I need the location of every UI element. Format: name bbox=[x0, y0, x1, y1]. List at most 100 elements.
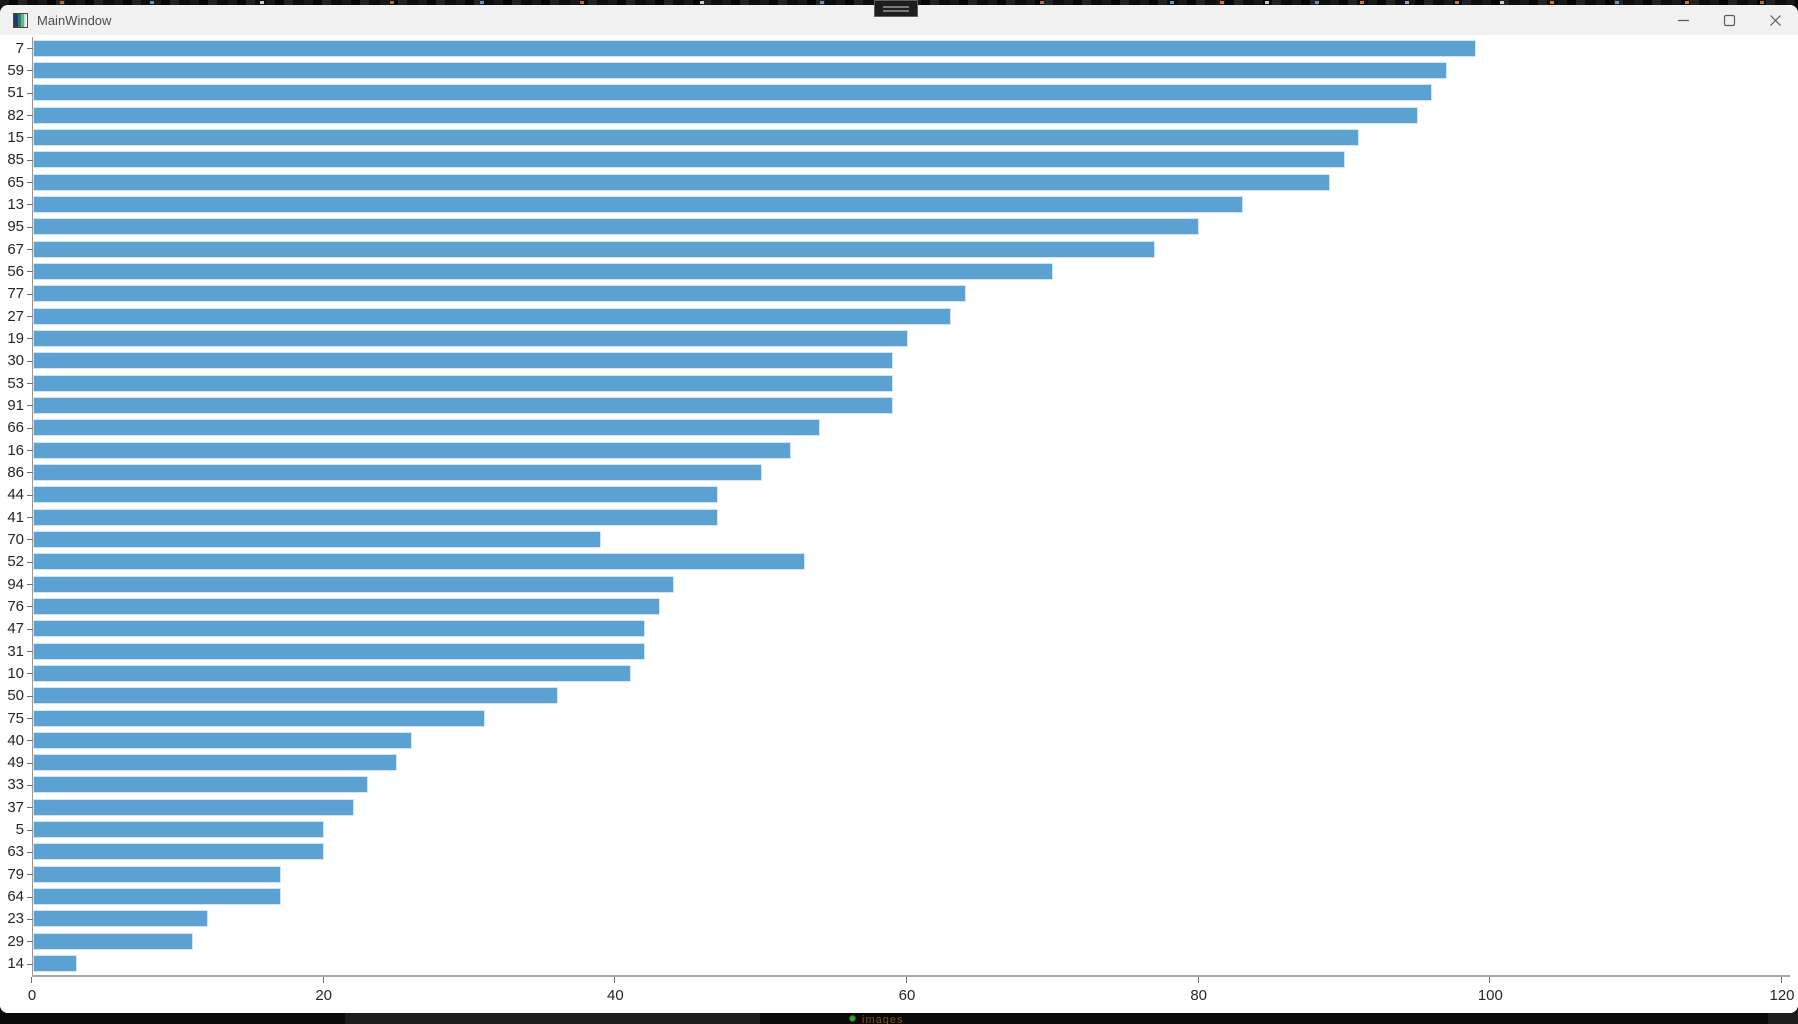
y-tick-mark bbox=[27, 851, 33, 853]
bar bbox=[33, 597, 660, 615]
y-tick-mark bbox=[27, 70, 33, 72]
y-tick-mark bbox=[27, 918, 33, 920]
y-tick-label: 27 bbox=[7, 307, 24, 325]
y-tick-label: 82 bbox=[7, 106, 24, 124]
main-window: MainWindow 7 59 51 82 15 85 65 13 95 67 56 77 27 19 3 bbox=[0, 5, 1798, 1013]
x-tick-mark bbox=[322, 977, 324, 983]
y-tick-label: 14 bbox=[7, 955, 24, 973]
bar-row: 33 bbox=[7, 774, 1782, 796]
bar bbox=[33, 240, 1156, 258]
bar bbox=[33, 843, 325, 861]
bar-row: 10 bbox=[7, 662, 1782, 684]
x-axis-ticks: 0 20 40 60 80 100 120 bbox=[28, 977, 1795, 1007]
bar bbox=[33, 262, 1054, 280]
bar bbox=[33, 419, 821, 437]
x-tick-label: 60 bbox=[898, 987, 916, 1004]
y-tick-label: 59 bbox=[7, 61, 24, 79]
status-dot-icon bbox=[849, 1015, 856, 1022]
bar-row: 75 bbox=[7, 707, 1782, 729]
screen-grab-handle-tab[interactable] bbox=[874, 0, 918, 17]
bar-row: 94 bbox=[7, 573, 1782, 595]
y-tick-label: 5 bbox=[15, 821, 24, 839]
x-tick-mark bbox=[1489, 977, 1491, 983]
minimize-button[interactable] bbox=[1660, 5, 1706, 35]
y-tick-mark bbox=[27, 561, 33, 563]
y-tick-mark bbox=[27, 740, 33, 742]
bar bbox=[33, 195, 1243, 213]
taskbar-segment bbox=[345, 1013, 760, 1024]
x-tick-mark bbox=[1781, 977, 1782, 983]
y-tick-label: 19 bbox=[7, 329, 24, 347]
y-tick-mark bbox=[27, 383, 33, 385]
x-tick-mark bbox=[1197, 977, 1199, 983]
bar-row: 64 bbox=[7, 885, 1782, 907]
bar-row: 59 bbox=[7, 59, 1782, 81]
maximize-icon bbox=[1723, 14, 1735, 26]
bar bbox=[33, 307, 952, 325]
y-tick-mark bbox=[27, 204, 33, 206]
y-tick-mark bbox=[27, 316, 33, 318]
close-button[interactable] bbox=[1752, 5, 1798, 35]
y-tick-label: 91 bbox=[7, 396, 24, 414]
bar bbox=[33, 173, 1331, 191]
bar bbox=[33, 530, 602, 548]
y-tick-mark bbox=[27, 874, 33, 876]
bar-row: 49 bbox=[7, 752, 1782, 774]
maximize-button[interactable] bbox=[1706, 5, 1752, 35]
y-tick-mark bbox=[27, 896, 33, 898]
y-tick-label: 85 bbox=[7, 151, 24, 169]
y-tick-label: 7 bbox=[15, 39, 24, 57]
handle-line-icon bbox=[883, 9, 909, 12]
background-text-specks bbox=[60, 1, 64, 4]
bar bbox=[33, 39, 1476, 57]
y-tick-label: 10 bbox=[7, 664, 24, 682]
bar-row: 50 bbox=[7, 685, 1782, 707]
bar-row: 85 bbox=[7, 149, 1782, 171]
y-tick-label: 64 bbox=[7, 888, 24, 906]
y-tick-mark bbox=[27, 137, 33, 139]
bar-row: 67 bbox=[7, 238, 1782, 260]
bar bbox=[33, 575, 675, 593]
app-window-icon bbox=[13, 12, 28, 28]
bar-row: 82 bbox=[7, 104, 1782, 126]
y-tick-mark bbox=[27, 673, 33, 675]
bar-row: 37 bbox=[7, 796, 1782, 818]
y-tick-label: 86 bbox=[7, 463, 24, 481]
bar-row: 14 bbox=[7, 952, 1782, 974]
y-tick-mark bbox=[27, 360, 33, 362]
x-tick-label: 100 bbox=[1477, 987, 1503, 1004]
plot-area: 7 59 51 82 15 85 65 13 95 67 56 77 27 19 30 53 91 66 16 86 4… bbox=[7, 37, 1782, 975]
y-tick-label: 53 bbox=[7, 374, 24, 392]
y-tick-mark bbox=[27, 606, 33, 608]
window-title: MainWindow bbox=[37, 12, 112, 28]
y-tick-mark bbox=[27, 494, 33, 496]
bar-row: 76 bbox=[7, 595, 1782, 617]
y-tick-label: 50 bbox=[7, 687, 24, 705]
y-tick-mark bbox=[27, 249, 33, 251]
bar bbox=[33, 553, 806, 571]
y-tick-label: 95 bbox=[7, 218, 24, 236]
y-tick-mark bbox=[27, 784, 33, 786]
y-tick-label: 47 bbox=[7, 620, 24, 638]
bar bbox=[33, 106, 1418, 124]
bar bbox=[33, 486, 719, 504]
y-tick-label: 77 bbox=[7, 285, 24, 303]
background-status-text: images bbox=[862, 1014, 904, 1024]
y-tick-mark bbox=[27, 92, 33, 94]
bar-row: 31 bbox=[7, 640, 1782, 662]
bar-row: 79 bbox=[7, 863, 1782, 885]
y-tick-label: 70 bbox=[7, 530, 24, 548]
y-tick-label: 29 bbox=[7, 932, 24, 950]
bar bbox=[33, 776, 369, 794]
bar bbox=[33, 865, 281, 883]
y-tick-mark bbox=[27, 695, 33, 697]
y-tick-label: 16 bbox=[7, 441, 24, 459]
bar-row: 19 bbox=[7, 327, 1782, 349]
bar-row: 52 bbox=[7, 551, 1782, 573]
bar-chart: 7 59 51 82 15 85 65 13 95 67 56 77 27 19 30 53 91 66 16 86 4… bbox=[0, 35, 1798, 1013]
y-tick-label: 44 bbox=[7, 486, 24, 504]
y-tick-mark bbox=[27, 807, 33, 809]
y-tick-mark bbox=[27, 472, 33, 474]
bar-row: 44 bbox=[7, 484, 1782, 506]
y-tick-mark bbox=[27, 338, 33, 340]
